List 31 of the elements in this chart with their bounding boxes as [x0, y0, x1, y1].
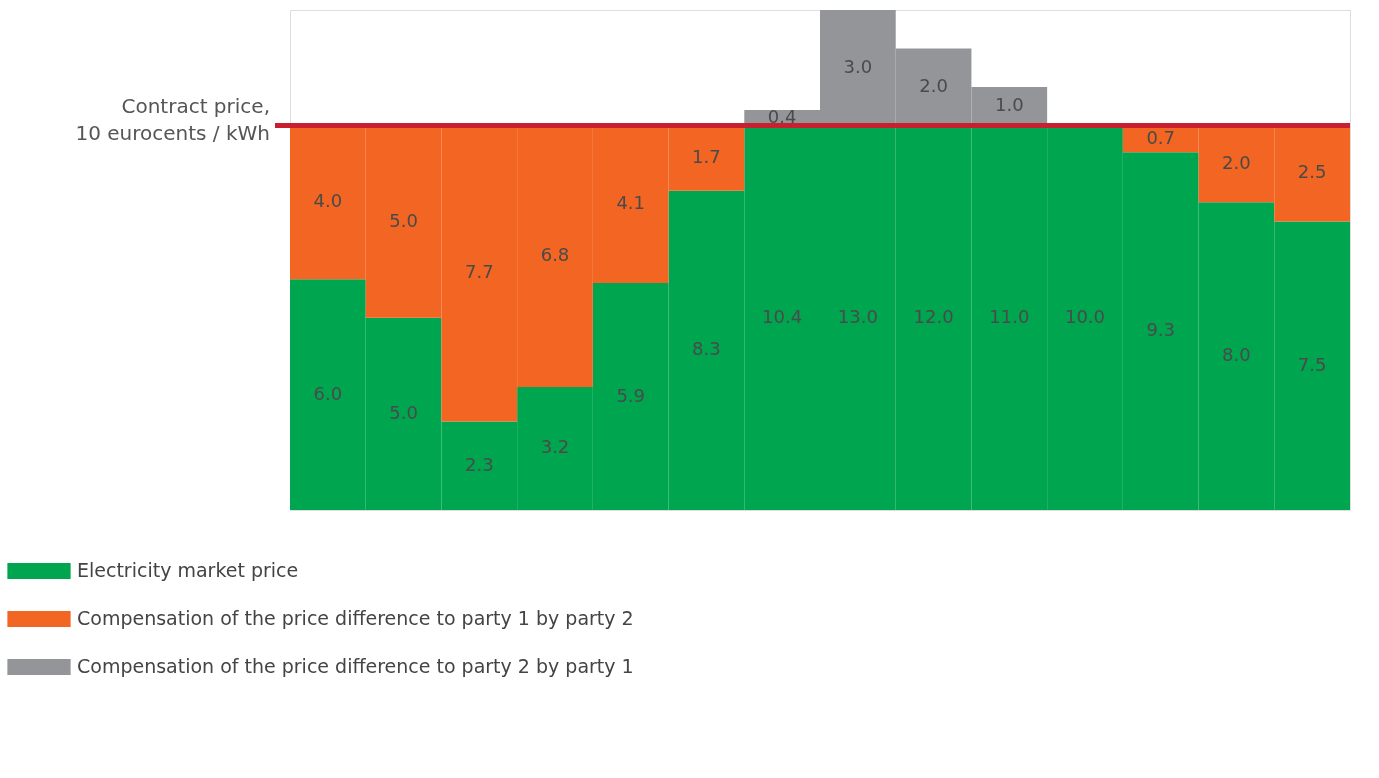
legend-label: Compensation of the price difference to party 1 by party 2	[77, 607, 634, 629]
data-label: 9.3	[1146, 319, 1176, 341]
total-label: 10.4	[762, 305, 803, 327]
data-label: 2.5	[1297, 161, 1327, 183]
data-label: 6.8	[540, 244, 570, 266]
data-label: 1.7	[692, 146, 721, 168]
total-label: 13.0	[837, 305, 878, 327]
data-label: 5.9	[616, 384, 646, 406]
data-label: 2.3	[464, 453, 494, 475]
data-label: 10.0	[1064, 305, 1106, 327]
data-label: 8.0	[1222, 344, 1251, 366]
data-label: 1.0	[994, 94, 1024, 116]
data-label: 4.0	[313, 190, 343, 212]
legend-label: Compensation of the price difference to party 2 by party 1	[77, 655, 634, 677]
data-label: 0.7	[1146, 126, 1176, 148]
data-label: 5.0	[389, 401, 418, 423]
data-label: 2.0	[919, 74, 948, 96]
data-label: 6.0	[313, 382, 343, 404]
legend-label: Electricity market price	[77, 559, 299, 581]
total-label: 11.0	[989, 305, 1030, 327]
total-label: 12.0	[913, 305, 954, 327]
data-label: 7.7	[464, 261, 494, 283]
data-label: 3.0	[843, 55, 873, 77]
data-label: 8.3	[692, 338, 721, 360]
data-label: 2.0	[1222, 151, 1251, 173]
data-label: 3.2	[540, 436, 570, 458]
data-label: 4.1	[616, 192, 646, 214]
data-label: 5.0	[389, 209, 418, 231]
ref-line-label: Contract price, 10 eurocents / kWh	[75, 94, 270, 146]
data-label: 7.5	[1297, 353, 1327, 375]
data-label: 0.4	[767, 105, 797, 127]
